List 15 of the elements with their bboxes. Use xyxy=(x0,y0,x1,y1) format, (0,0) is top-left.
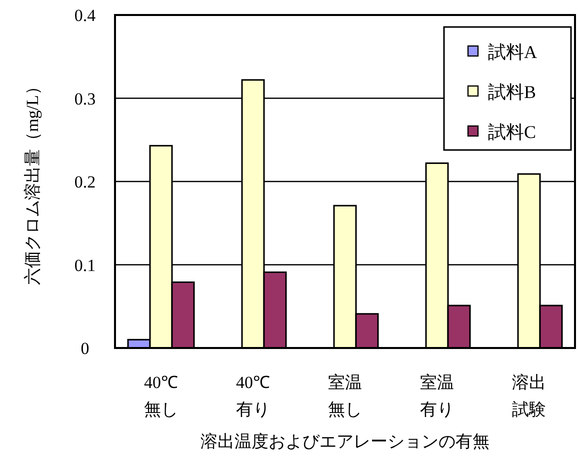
legend-label: 試料C xyxy=(488,122,536,142)
x-axis-title: 溶出温度およびエアレーションの有無 xyxy=(200,432,490,451)
x-tick-label: 40℃有り xyxy=(236,373,270,419)
x-tick-label: 室温無し xyxy=(328,373,362,419)
y-tick-label: 0 xyxy=(80,339,90,358)
y-tick-label: 0.3 xyxy=(74,89,96,108)
x-tick-label: 室温有り xyxy=(420,373,454,419)
y-axis-title: 六価クロム溶出量（mg/L） xyxy=(23,78,42,285)
x-tick-label: 溶出試験 xyxy=(512,373,546,419)
x-tick-label: 40℃無し xyxy=(144,373,178,419)
y-tick-label: 0.4 xyxy=(74,6,96,25)
legend-label: 試料A xyxy=(488,42,537,62)
legend-label: 試料B xyxy=(488,82,536,102)
y-tick-label: 0.2 xyxy=(74,172,96,192)
y-tick-label: 0.1 xyxy=(74,256,96,275)
